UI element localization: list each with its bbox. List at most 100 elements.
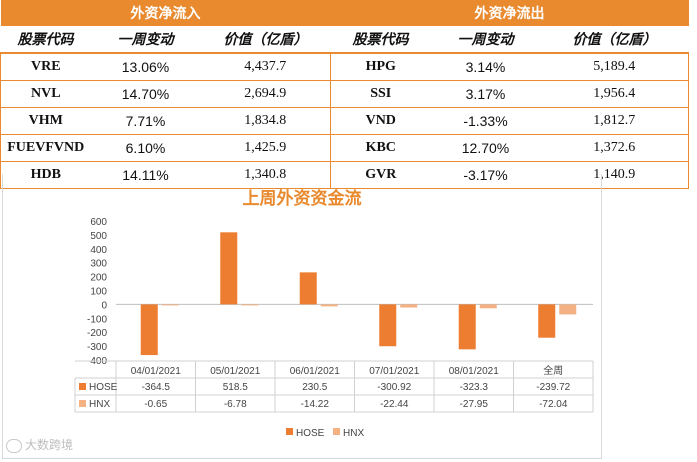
col-header-value: 价值（亿盾） (200, 26, 331, 54)
x-category-label: 07/01/2021 (369, 366, 419, 377)
y-tick-label: 200 (90, 273, 107, 284)
chart-title: 上周外资资金流 (242, 189, 362, 209)
hnx-bar (559, 304, 577, 315)
inflow-title: 外资净流入 (0, 0, 331, 26)
watermark: 大数跨境 (6, 436, 73, 453)
col-header-change: 一周变动 (430, 26, 541, 54)
inflow-change-cell: 13.06% (90, 53, 201, 81)
table-title-row: 外资净流入 外资净流出 (0, 0, 689, 26)
col-header-value: 价值（亿盾） (540, 26, 689, 54)
y-tick-label: 600 (90, 217, 107, 228)
hnx-bar (161, 304, 179, 306)
col-header-code: 股票代码 (330, 26, 431, 54)
inflow-change-cell: 7.71% (90, 107, 201, 135)
hnx-table-series-name: HNX (89, 399, 110, 410)
hnx-bar (479, 304, 497, 309)
outflow-code-cell: SSI (330, 80, 431, 108)
hnx-legend-label: HNX (343, 428, 364, 439)
inflow-change-cell: 14.11% (90, 161, 201, 189)
hnx-table-swatch (79, 400, 86, 407)
inflow-value-cell: 1,425.9 (200, 134, 331, 162)
hnx-legend-swatch (333, 428, 340, 435)
hose-bar (538, 304, 556, 338)
inflow-change-cell: 14.70% (90, 80, 201, 108)
hnx-data-label: -72.04 (539, 399, 568, 410)
inflow-code-cell: VRE (0, 53, 91, 81)
outflow-value-cell: 1,812.7 (540, 107, 689, 135)
hose-table-swatch (79, 383, 86, 390)
inflow-value-cell: 1,340.8 (200, 161, 331, 189)
hose-legend-label: HOSE (296, 428, 325, 439)
hnx-bar (241, 304, 259, 306)
table-row: VRE 13.06% 4,437.7 HPG 3.14% 5,189.4 (0, 53, 689, 81)
x-category-label: 全周 (543, 364, 563, 377)
hnx-data-label: -22.44 (380, 399, 409, 410)
chart-panel: 上周外资资金流 600 500 400 300 200 100 0 -100 -200 -300 -… (2, 174, 602, 459)
hose-bar (299, 272, 317, 305)
hose-data-label: 518.5 (223, 382, 248, 393)
inflow-value-cell: 4,437.7 (200, 53, 331, 81)
col-header-code: 股票代码 (0, 26, 91, 54)
y-tick-label: 0 (101, 300, 107, 311)
hose-data-label: -239.72 (536, 382, 570, 393)
flow-bar-chart: 6005004003002001000-100-200-300-40004/01… (74, 217, 594, 439)
inflow-code-cell: VHM (0, 107, 91, 135)
hose-bar (220, 232, 238, 305)
table-row: FUEVFVND 6.10% 1,425.9 KBC 12.70% 1,372.6 (0, 134, 689, 162)
hose-data-label: -364.5 (142, 382, 171, 393)
watermark-logo-icon (6, 438, 22, 453)
y-tick-label: 400 (90, 245, 107, 256)
y-tick-label: -300 (87, 342, 107, 353)
watermark-text: 大数跨境 (25, 438, 74, 452)
y-tick-label: -200 (87, 328, 107, 339)
hnx-data-label: -0.65 (144, 399, 167, 410)
y-tick-label: 500 (90, 231, 107, 242)
inflow-code-cell: HDB (0, 161, 91, 189)
outflow-code-cell: VND (330, 107, 431, 135)
y-tick-label: 100 (90, 287, 107, 298)
hose-bar (458, 304, 476, 350)
hose-bar (140, 304, 158, 356)
hnx-data-label: -6.78 (224, 399, 247, 410)
foreign-flow-table: 外资净流入 外资净流出 股票代码 一周变动 价值（亿盾） 股票代码 一周变动 价… (0, 0, 689, 189)
table-row: VHM 7.71% 1,834.8 VND -1.33% 1,812.7 (0, 107, 689, 135)
hnx-bar (400, 304, 418, 308)
y-tick-label: -100 (87, 314, 107, 325)
outflow-value-cell: 1,140.9 (540, 161, 689, 189)
outflow-change-cell: 3.17% (430, 80, 541, 108)
table-row: HDB 14.11% 1,340.8 GVR -3.17% 1,140.9 (0, 161, 689, 189)
outflow-code-cell: GVR (330, 161, 431, 189)
hose-legend-swatch (286, 428, 293, 435)
hnx-data-label: -14.22 (301, 399, 330, 410)
x-category-label: 08/01/2021 (449, 366, 499, 377)
hnx-data-label: -27.95 (460, 399, 489, 410)
inflow-value-cell: 2,694.9 (200, 80, 331, 108)
outflow-title: 外资净流出 (330, 0, 689, 26)
inflow-value-cell: 1,834.8 (200, 107, 331, 135)
hose-data-label: -323.3 (460, 382, 489, 393)
hose-table-series-name: HOSE (89, 382, 118, 393)
outflow-value-cell: 1,956.4 (540, 80, 689, 108)
hose-bar (379, 304, 397, 347)
x-category-label: 05/01/2021 (210, 366, 260, 377)
outflow-value-cell: 1,372.6 (540, 134, 689, 162)
col-header-change: 一周变动 (90, 26, 201, 54)
outflow-change-cell: -1.33% (430, 107, 541, 135)
x-category-label: 04/01/2021 (131, 366, 181, 377)
inflow-code-cell: NVL (0, 80, 91, 108)
hnx-bar (320, 304, 338, 307)
outflow-code-cell: HPG (330, 53, 431, 81)
y-tick-label: 300 (90, 259, 107, 270)
inflow-change-cell: 6.10% (90, 134, 201, 162)
outflow-change-cell: 3.14% (430, 53, 541, 81)
outflow-code-cell: KBC (330, 134, 431, 162)
hose-data-label: 230.5 (302, 382, 327, 393)
hose-data-label: -300.92 (377, 382, 411, 393)
outflow-change-cell: -3.17% (430, 161, 541, 189)
outflow-change-cell: 12.70% (430, 134, 541, 162)
inflow-code-cell: FUEVFVND (0, 134, 91, 162)
table-row: NVL 14.70% 2,694.9 SSI 3.17% 1,956.4 (0, 80, 689, 108)
table-header-row: 股票代码 一周变动 价值（亿盾） 股票代码 一周变动 价值（亿盾） (0, 26, 689, 54)
x-category-label: 06/01/2021 (290, 366, 340, 377)
outflow-value-cell: 5,189.4 (540, 53, 689, 81)
